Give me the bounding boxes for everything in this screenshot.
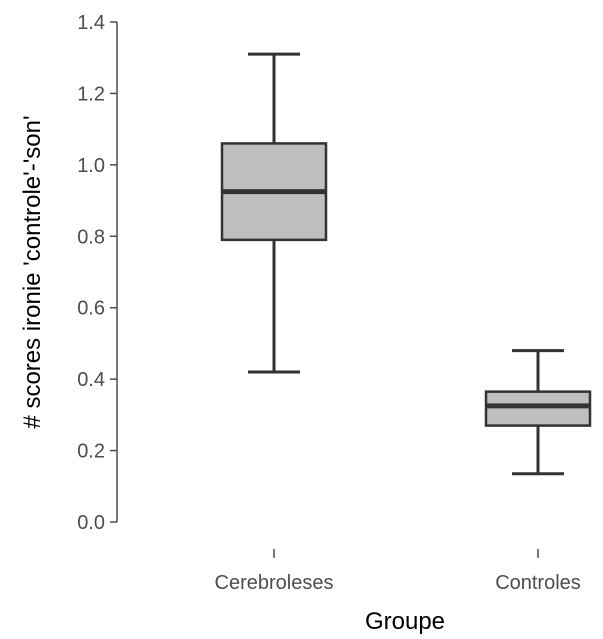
y-ticks: 0.0 0.2 0.4 0.6 0.8 1.0 1.2 1.4 <box>77 12 117 534</box>
y-tick-label: 0.0 <box>77 512 105 534</box>
y-tick-label: 1.4 <box>77 12 105 34</box>
y-tick-label: 0.4 <box>77 369 105 391</box>
box-cerebroleses <box>220 52 328 374</box>
box-controles <box>484 349 592 476</box>
x-axis-title: Groupe <box>365 608 445 635</box>
x-tick-label: Controles <box>495 572 581 594</box>
y-tick-label: 0.8 <box>77 226 105 248</box>
y-axis-title: # scores ironie 'controle'-'son' <box>19 115 46 428</box>
x-ticks: Cerebroleses Controles <box>215 549 581 594</box>
iqr-box <box>484 390 592 427</box>
x-tick-label: Cerebroleses <box>215 572 334 594</box>
y-tick-label: 0.2 <box>77 441 105 463</box>
boxes <box>220 52 592 476</box>
y-tick-label: 1.2 <box>77 83 105 105</box>
y-tick-label: 1.0 <box>77 155 105 177</box>
y-tick-label: 0.6 <box>77 298 105 320</box>
